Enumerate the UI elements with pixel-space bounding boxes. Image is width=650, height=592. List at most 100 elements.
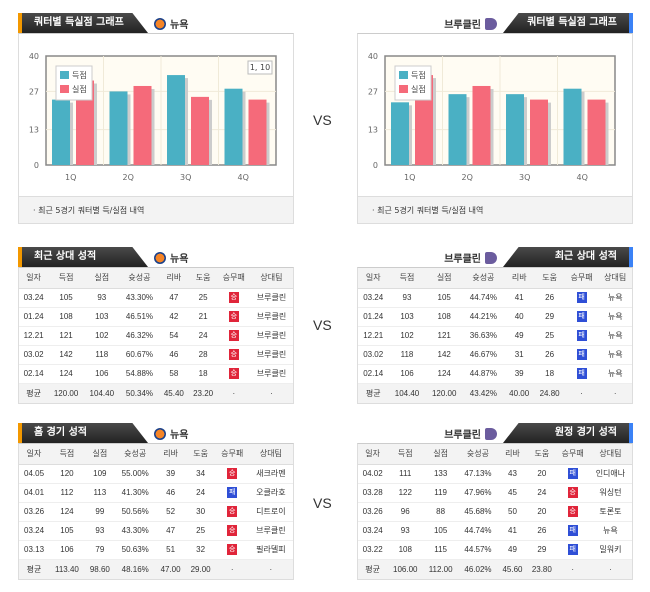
- x-tick-label: 4Q: [238, 173, 249, 182]
- table-cell: 47: [155, 521, 186, 541]
- table-cell: 브루클린: [249, 307, 293, 327]
- table-cell: 04.01: [19, 483, 50, 503]
- table-cell: 03.02: [358, 345, 389, 365]
- table-row: 03.22 108 115 44.57% 49 29 패 밀워키: [358, 540, 632, 560]
- table-cell: 44.74%: [458, 521, 498, 541]
- table-cell: 122: [387, 483, 424, 503]
- section-title: 쿼터별 득실점 그래프: [18, 13, 148, 33]
- table-cell: 106: [83, 364, 120, 384]
- table-cell: 브루클린: [249, 345, 293, 365]
- table-row: 03.26 124 99 50.56% 52 30 승 디트로이: [19, 502, 293, 522]
- table-cell: 39: [503, 364, 535, 384]
- team-name: 브루클린: [444, 430, 481, 441]
- average-cell: 106.00: [387, 559, 424, 579]
- column-header: 실점: [84, 444, 115, 465]
- bar-득점-4Q: [563, 88, 582, 165]
- bar-득점-2Q: [448, 94, 467, 165]
- column-header: 도움: [188, 268, 218, 289]
- average-cell: ·: [556, 559, 589, 579]
- table-cell: 49: [497, 540, 528, 560]
- table-cell: 디트로이: [248, 502, 293, 522]
- y-tick-label: 27: [29, 87, 39, 96]
- section-title: 원정 경기 성적: [503, 423, 633, 443]
- table-row: 03.02 118 142 46.67% 31 26 패 뉴욕: [358, 345, 632, 365]
- result-badge: 패: [576, 330, 587, 341]
- legend-label: 득점: [72, 70, 87, 80]
- result-badge: 승: [227, 525, 238, 536]
- table-cell: 18: [534, 364, 565, 384]
- bar-실점-2Q: [472, 85, 491, 165]
- table-cell: 45: [497, 483, 528, 503]
- table-cell: 49: [503, 326, 535, 346]
- table-cell: 51: [155, 540, 186, 560]
- table-cell: 31: [503, 345, 535, 365]
- table-cell: 46.51%: [119, 307, 160, 327]
- result-badge: 패: [567, 544, 578, 555]
- table-cell: 12.21: [19, 326, 49, 346]
- column-header: 리바: [503, 268, 535, 289]
- table-cell: 02.14: [358, 364, 389, 384]
- table-cell: 142: [425, 345, 463, 365]
- table-cell: 뉴욕: [598, 364, 632, 384]
- table-row: 01.24 103 108 44.21% 40 29 패 뉴욕: [358, 307, 632, 327]
- table-row: 03.24 105 93 43.30% 47 25 승 브루클린: [19, 288, 293, 308]
- table-cell: 41: [503, 288, 535, 308]
- section-title: 홈 경기 성적: [18, 423, 148, 443]
- column-header: 득점: [49, 444, 85, 465]
- team-label: 뉴욕: [154, 426, 188, 441]
- result-badge: 승: [228, 292, 239, 303]
- table-cell: 52: [155, 502, 186, 522]
- table-cell: 03.26: [19, 502, 50, 522]
- y-tick-label: 13: [29, 126, 39, 135]
- table-cell: 04.05: [19, 464, 50, 484]
- result-badge: 승: [227, 544, 238, 555]
- table-cell: 50.63%: [114, 540, 156, 560]
- table-cell: 20: [527, 464, 557, 484]
- table-cell: 120: [49, 464, 85, 484]
- section-title: 쿼터별 득실점 그래프: [503, 13, 633, 33]
- column-header: 슛성공: [114, 444, 156, 465]
- table-cell: 54.88%: [119, 364, 160, 384]
- table-cell: 44.57%: [458, 540, 498, 560]
- average-row: 평균 113.40 98.60 48.16% 47.00 29.00 · ·: [19, 559, 293, 579]
- table-cell: 40: [503, 307, 535, 327]
- column-header: 리바: [155, 444, 186, 465]
- table-cell: 26: [534, 288, 565, 308]
- table-cell: 45.68%: [458, 502, 498, 522]
- average-cell: 48.16%: [114, 559, 156, 579]
- table-cell: 29: [527, 540, 557, 560]
- table-row: 04.02 111 133 47.13% 43 20 패 인디애나: [358, 464, 632, 484]
- bar-득점-4Q: [224, 88, 243, 165]
- table-header-row: 일자 득점 실점 슛성공 리바 도움 승무패 상대팀: [19, 444, 293, 465]
- table-cell: 124: [49, 502, 85, 522]
- vs-label: VS: [313, 112, 332, 128]
- average-cell: 평균: [358, 383, 389, 403]
- bar-득점-2Q: [109, 91, 128, 165]
- average-cell: ·: [598, 383, 632, 403]
- table-panel: 홈 경기 성적 뉴욕 일자 득점 실점 슛성공 리바 도움 승무패 상대팀 04.05 120 109 5…: [18, 423, 294, 580]
- table-row: 04.01 112 113 41.30% 46 24 패 오클라호: [19, 483, 293, 503]
- average-cell: 43.42%: [462, 383, 504, 403]
- table-cell: 29: [534, 307, 565, 327]
- knicks-logo-icon: [154, 17, 166, 30]
- table-cell: 118: [83, 345, 120, 365]
- table-cell: 47.96%: [458, 483, 498, 503]
- table-cell: 인디애나: [588, 464, 632, 484]
- column-header: 리바: [159, 268, 189, 289]
- table-cell: 03.02: [19, 345, 49, 365]
- table-cell: 46.67%: [462, 345, 504, 365]
- table-cell: 121: [48, 326, 84, 346]
- bar-득점-1Q: [391, 102, 409, 165]
- table-cell: 워싱턴: [588, 483, 632, 503]
- table-cell: 오클라호: [248, 483, 293, 503]
- column-header: 실점: [425, 268, 463, 289]
- team-name: 브루클린: [444, 20, 481, 31]
- x-tick-label: 3Q: [180, 173, 191, 182]
- table-cell: 47: [159, 288, 189, 308]
- table-header-row: 일자 득점 실점 슛성공 리바 도움 승무패 상대팀: [358, 444, 632, 465]
- column-header: 일자: [358, 444, 388, 465]
- average-cell: 평균: [19, 383, 49, 403]
- stats-table: 일자 득점 실점 슛성공 리바 도움 승무패 상대팀 04.02 111 133 47.13% 43 20…: [358, 444, 632, 579]
